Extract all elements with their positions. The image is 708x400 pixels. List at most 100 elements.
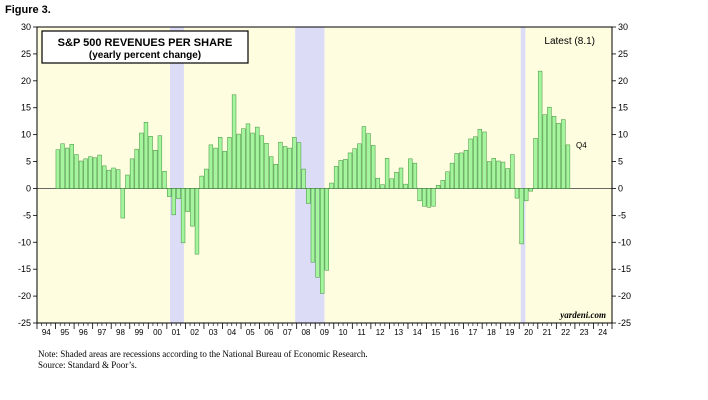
bar bbox=[524, 188, 529, 202]
bar bbox=[389, 178, 394, 189]
bar bbox=[194, 188, 200, 255]
y-tick-label: -25 bbox=[18, 318, 31, 328]
bar bbox=[510, 154, 515, 189]
x-tick-label: 24 bbox=[598, 328, 607, 337]
bar bbox=[486, 161, 492, 189]
x-tick-label: 13 bbox=[394, 328, 403, 337]
bar bbox=[403, 183, 408, 189]
end-label: Q4 bbox=[576, 141, 587, 150]
bar bbox=[296, 142, 302, 189]
bar bbox=[199, 175, 204, 189]
y-tick-label: -20 bbox=[18, 291, 31, 301]
bar bbox=[463, 149, 469, 189]
y-tick-label: 30 bbox=[21, 22, 31, 32]
source-note: Source: Standard & Poor’s. bbox=[38, 360, 137, 370]
bar bbox=[477, 129, 483, 189]
bar bbox=[55, 149, 61, 189]
bar bbox=[208, 144, 214, 189]
x-tick-label: 22 bbox=[561, 328, 570, 337]
bar bbox=[259, 135, 265, 189]
x-tick-label: 19 bbox=[506, 328, 515, 337]
bar bbox=[324, 188, 329, 271]
bar bbox=[176, 188, 181, 199]
x-tick-label: 21 bbox=[543, 328, 552, 337]
y-tick-label: 20 bbox=[21, 76, 31, 86]
bar bbox=[547, 106, 552, 189]
bar bbox=[375, 177, 380, 189]
bar bbox=[120, 188, 125, 219]
y-tick-label: 5 bbox=[26, 157, 31, 167]
bar bbox=[171, 188, 176, 216]
bar bbox=[69, 144, 74, 189]
bar bbox=[111, 167, 116, 189]
x-tick-label: 05 bbox=[246, 328, 255, 337]
bar bbox=[435, 184, 441, 189]
bar bbox=[366, 133, 371, 189]
bar bbox=[505, 168, 510, 189]
x-tick-label: 16 bbox=[450, 328, 459, 337]
bar bbox=[417, 188, 422, 202]
bar bbox=[282, 146, 288, 189]
bar bbox=[157, 135, 163, 189]
y-tick-label: 10 bbox=[618, 130, 628, 140]
bar bbox=[320, 188, 325, 294]
x-tick-label: 07 bbox=[283, 328, 292, 337]
bar bbox=[250, 132, 255, 189]
recession-band bbox=[169, 27, 184, 323]
bar bbox=[292, 137, 297, 189]
bar bbox=[556, 123, 561, 189]
y-tick-label: -15 bbox=[18, 264, 31, 274]
x-tick-label: 01 bbox=[172, 328, 181, 337]
x-tick-label: 23 bbox=[580, 328, 589, 337]
bar bbox=[222, 151, 227, 189]
bar bbox=[83, 158, 88, 189]
bar bbox=[74, 154, 79, 189]
bar bbox=[398, 167, 404, 189]
figure-label: Figure 3. bbox=[5, 4, 51, 16]
bar bbox=[64, 147, 70, 189]
y-tick-label: 0 bbox=[618, 183, 623, 193]
bar bbox=[306, 188, 311, 204]
x-tick-label: 10 bbox=[339, 328, 348, 337]
bar bbox=[139, 132, 144, 189]
y-tick-label: -5 bbox=[23, 210, 31, 220]
bar bbox=[264, 142, 269, 189]
chart-subtitle: (yearly percent change) bbox=[89, 50, 201, 61]
bar bbox=[180, 188, 186, 244]
x-tick-label: 08 bbox=[301, 328, 310, 337]
bar bbox=[384, 158, 390, 189]
y-tick-label: 25 bbox=[618, 49, 628, 59]
x-tick-label: 98 bbox=[116, 328, 125, 337]
bar bbox=[496, 160, 501, 189]
plot-frame bbox=[36, 26, 613, 324]
x-tick-label: 00 bbox=[153, 328, 162, 337]
bar bbox=[269, 156, 274, 189]
x-tick-label: 11 bbox=[357, 328, 366, 337]
y-tick-label: 25 bbox=[21, 49, 31, 59]
bar bbox=[315, 188, 320, 278]
x-tick-label: 06 bbox=[264, 328, 273, 337]
bar bbox=[102, 165, 107, 189]
bar bbox=[115, 169, 121, 189]
bar bbox=[440, 180, 445, 189]
bar bbox=[129, 158, 135, 189]
recession-band bbox=[520, 27, 526, 323]
bar bbox=[125, 174, 130, 189]
x-tick-label: 09 bbox=[320, 328, 329, 337]
x-tick-label: 04 bbox=[227, 328, 236, 337]
bar bbox=[514, 188, 520, 199]
bar bbox=[148, 136, 153, 189]
watermark: yardeni.com bbox=[559, 310, 606, 320]
bar bbox=[227, 137, 232, 189]
x-tick-label: 20 bbox=[524, 328, 533, 337]
bar bbox=[561, 119, 566, 189]
y-tick-label: 30 bbox=[618, 22, 628, 32]
bar bbox=[333, 166, 339, 189]
y-axis-right: -25 -20 -15 -10 -5 0 5 10 15 20 25 30 bbox=[612, 22, 631, 328]
bar bbox=[255, 126, 260, 189]
y-tick-label: -20 bbox=[618, 291, 631, 301]
bar bbox=[551, 116, 557, 189]
x-axis: 94 95 96 97 98 99 00 01 02 03 04 05 06 07 08 09 10 11 12 13… bbox=[36, 323, 613, 337]
y-tick-label: -5 bbox=[618, 210, 626, 220]
bar bbox=[217, 137, 223, 189]
